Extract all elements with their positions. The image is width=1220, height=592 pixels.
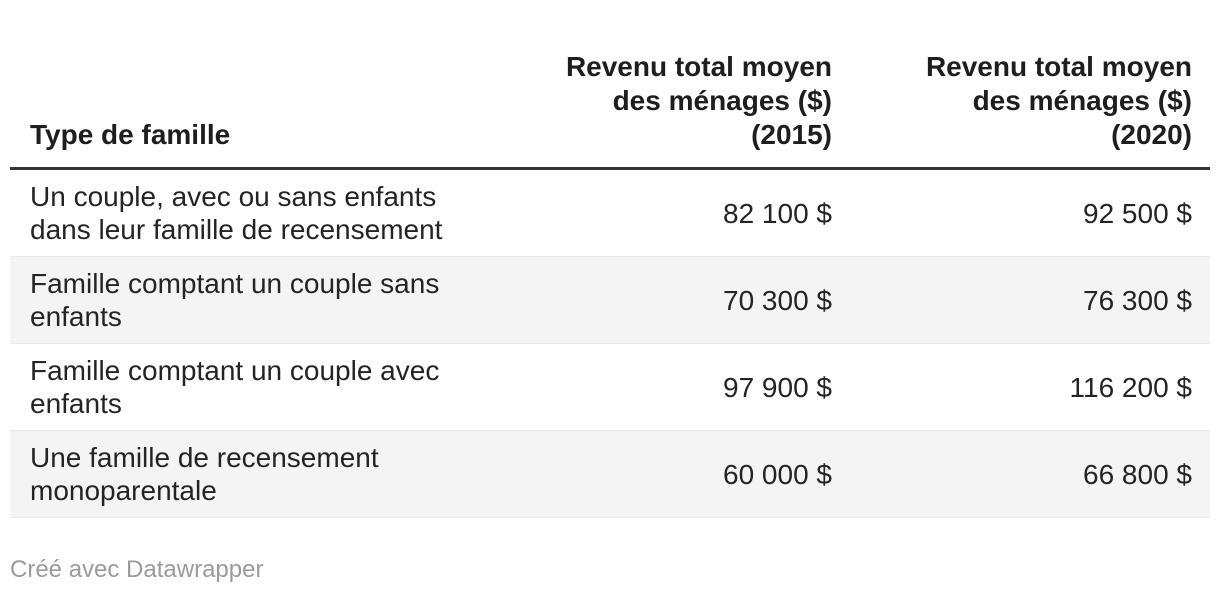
table-row: Famille comptant un couple avec enfants … [10,343,1210,431]
table-header: Type de famille Revenu total moyen des m… [10,0,1210,170]
income-2020-cell: 76 300 $ [1083,284,1192,316]
column-header-revenu-2020: Revenu total moyen des ménages ($) (2020… [850,0,1210,170]
income-2015-cell: 70 300 $ [723,284,832,316]
income-2015-cell: 82 100 $ [723,197,832,229]
family-type-cell: Famille comptant un couple sans enfants [30,268,440,332]
table-row: Un couple, avec ou sans enfants dans leu… [10,169,1210,257]
income-2020-cell: 66 800 $ [1083,458,1192,490]
table-body: Un couple, avec ou sans enfants dans leu… [10,169,1210,518]
table-row: Une famille de recensement monoparentale… [10,430,1210,518]
family-type-cell: Famille comptant un couple avec enfants [30,355,440,419]
income-2020-cell: 116 200 $ [1069,371,1193,403]
income-2015-cell: 60 000 $ [723,458,832,490]
header-row: Type de famille Revenu total moyen des m… [10,0,1210,170]
table-row: Famille comptant un couple sans enfants … [10,256,1210,344]
income-2015-cell: 97 900 $ [723,371,832,403]
family-type-cell: Un couple, avec ou sans enfants dans leu… [30,181,443,245]
income-2020-cell: 92 500 $ [1083,197,1192,229]
income-table: Type de famille Revenu total moyen des m… [10,0,1210,518]
column-header-revenu-2015: Revenu total moyen des ménages ($) (2015… [520,0,850,170]
column-header-type-de-famille: Type de famille [10,0,520,170]
family-type-cell: Une famille de recensement monoparentale [30,442,379,506]
datawrapper-credit-link[interactable]: Créé avec Datawrapper [10,556,264,583]
